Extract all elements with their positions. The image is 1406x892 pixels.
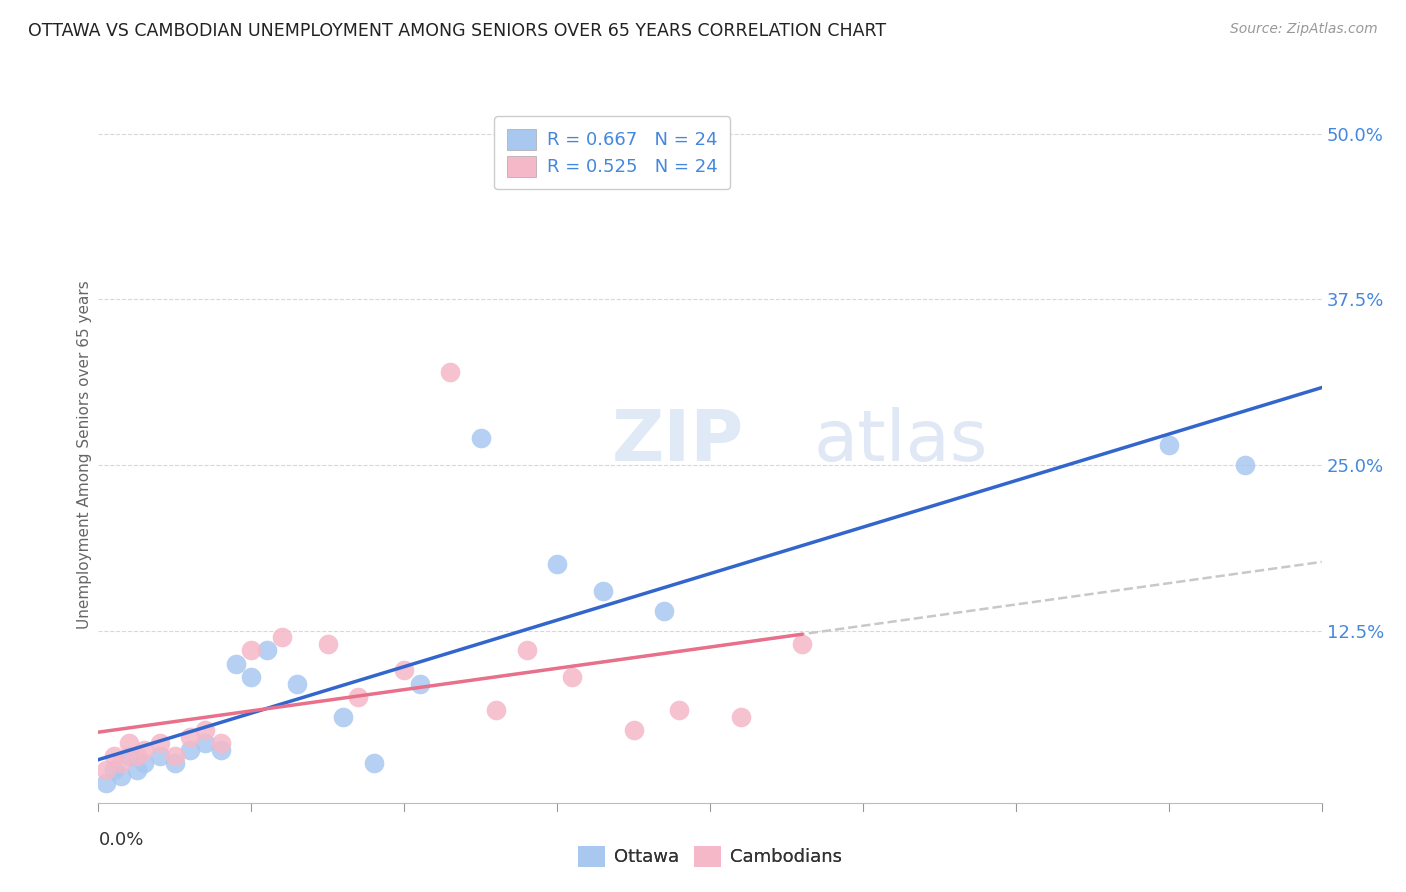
- Point: [561, 670, 583, 684]
- Point: [94, 763, 117, 777]
- Point: [516, 643, 538, 657]
- Point: [485, 703, 508, 717]
- Point: [439, 365, 461, 379]
- Point: [103, 763, 125, 777]
- Point: [546, 558, 568, 572]
- Point: [1157, 438, 1180, 452]
- Point: [270, 630, 294, 644]
- Legend: Ottawa, Cambodians: Ottawa, Cambodians: [571, 838, 849, 874]
- Point: [790, 637, 813, 651]
- Point: [149, 736, 172, 750]
- Point: [179, 743, 201, 757]
- Point: [118, 749, 141, 764]
- Text: Source: ZipAtlas.com: Source: ZipAtlas.com: [1230, 22, 1378, 37]
- Point: [652, 604, 675, 618]
- Point: [592, 583, 614, 598]
- Text: ZIP: ZIP: [612, 407, 744, 475]
- Point: [332, 709, 354, 723]
- Text: atlas: atlas: [814, 407, 988, 475]
- Point: [209, 736, 232, 750]
- Point: [285, 676, 308, 690]
- Point: [408, 676, 430, 690]
- Point: [118, 736, 141, 750]
- Point: [225, 657, 247, 671]
- Point: [134, 756, 156, 770]
- Point: [623, 723, 645, 737]
- Point: [194, 723, 217, 737]
- Point: [94, 776, 117, 790]
- Point: [125, 763, 148, 777]
- Point: [240, 643, 263, 657]
- Point: [240, 670, 263, 684]
- Point: [392, 663, 416, 677]
- Point: [668, 703, 690, 717]
- Point: [256, 643, 278, 657]
- Point: [163, 749, 186, 764]
- Text: OTTAWA VS CAMBODIAN UNEMPLOYMENT AMONG SENIORS OVER 65 YEARS CORRELATION CHART: OTTAWA VS CAMBODIAN UNEMPLOYMENT AMONG S…: [28, 22, 886, 40]
- Point: [149, 749, 172, 764]
- Point: [134, 743, 156, 757]
- Point: [110, 756, 132, 770]
- Point: [110, 769, 132, 783]
- Point: [163, 756, 186, 770]
- Point: [179, 730, 201, 744]
- Point: [125, 749, 148, 764]
- Point: [347, 690, 370, 704]
- Point: [470, 431, 492, 445]
- Point: [209, 743, 232, 757]
- Point: [316, 637, 339, 651]
- Point: [730, 709, 752, 723]
- Text: 0.0%: 0.0%: [98, 830, 143, 848]
- Point: [103, 749, 125, 764]
- Point: [194, 736, 217, 750]
- Point: [1234, 458, 1257, 472]
- Y-axis label: Unemployment Among Seniors over 65 years: Unemployment Among Seniors over 65 years: [77, 281, 91, 629]
- Point: [363, 756, 385, 770]
